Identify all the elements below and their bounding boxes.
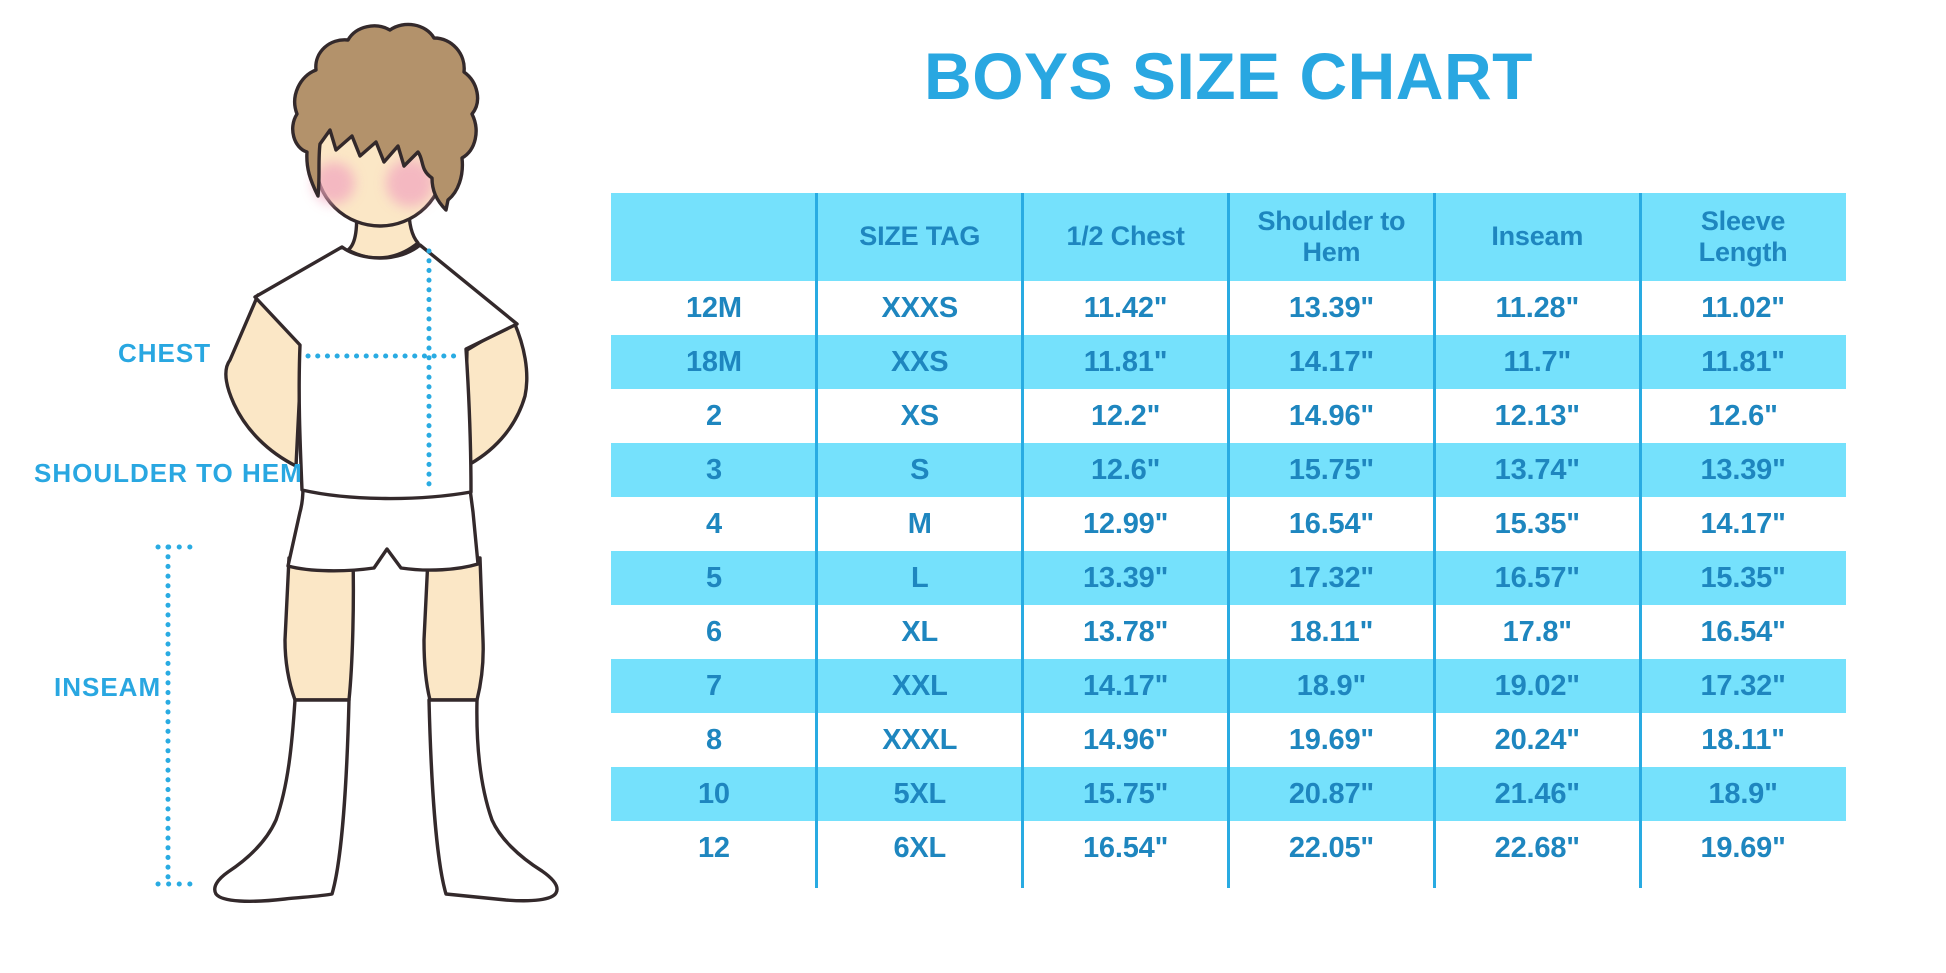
table-cell: 12.2" (1090, 399, 1161, 432)
table-cell: 11.28" (1495, 291, 1579, 324)
column-divider-4 (1432, 193, 1436, 888)
table-cell: 13.39" (1700, 453, 1786, 486)
table-cell: XL (901, 615, 939, 648)
table-cell: 16.54" (1083, 831, 1169, 864)
table-cell: 3 (705, 453, 722, 486)
left-leg (283, 556, 356, 702)
table-row-2: 2 XS 12.2" 14.96" 12.13" 12.6" (611, 389, 1846, 443)
label-inseam: INSEAM (54, 672, 162, 702)
table-cell: 22.68" (1494, 831, 1580, 864)
column-header-5: Sleeve Length (1698, 205, 1788, 267)
table-cell: XXL (891, 669, 948, 702)
table-cell: 12.6" (1090, 453, 1161, 486)
table-cell: XS (900, 399, 939, 432)
table-cell: 12M (686, 291, 742, 324)
table-cell: 5XL (893, 777, 947, 810)
table-cell: 20.24" (1494, 723, 1580, 756)
column-header-1: SIZE TAG (859, 221, 981, 252)
shorts (286, 485, 480, 573)
right-leg (422, 556, 485, 702)
table-row-6: 6 XL 13.78" 18.11" 17.8" 16.54" (611, 605, 1846, 659)
column-divider-1 (815, 193, 819, 888)
left-sock (213, 698, 351, 903)
table-cell: 12.99" (1083, 507, 1169, 540)
table-cell: 20.87" (1288, 777, 1374, 810)
label-shoulder-to-hem: SHOULDER TO HEM (34, 458, 303, 488)
table-cell: M (907, 507, 932, 540)
table-cell: 12.6" (1708, 399, 1778, 432)
table-cell: 13.39" (1083, 561, 1169, 594)
table-cell: 13.74" (1494, 453, 1580, 486)
right-sock (427, 698, 559, 903)
table-cell: 7 (705, 669, 722, 702)
table-cell: 21.46" (1494, 777, 1580, 810)
table-cell: 4 (705, 507, 722, 540)
table-cell: 13.39" (1288, 291, 1374, 324)
table-cell: L (910, 561, 929, 594)
column-header-3: Shoulder to Hem (1257, 205, 1406, 267)
table-cell: 11.81" (1083, 345, 1168, 378)
table-cell: 11.7" (1503, 345, 1572, 378)
right-cheek (386, 159, 434, 207)
size-table: SIZE TAG 1/2 Chest Shoulder to Hem Inseam Sl… (611, 193, 1846, 888)
table-cell: 15.35" (1700, 561, 1786, 594)
column-header-0 (611, 193, 817, 281)
table-cell: 19.02" (1494, 669, 1580, 702)
column-header-2: 1/2 Chest (1066, 221, 1185, 252)
table-cell: 10 (697, 777, 730, 810)
table-cell: 2 (705, 399, 722, 432)
table-cell: 16.54" (1288, 507, 1374, 540)
table-cell: XXXS (881, 291, 959, 324)
table-cell: S (910, 453, 930, 486)
table-cell: 18.9" (1296, 669, 1366, 702)
table-cell: 14.17" (1700, 507, 1786, 540)
table-cell: 15.75" (1288, 453, 1374, 486)
table-cell: 11.42" (1083, 291, 1168, 324)
table-cell: 19.69" (1288, 723, 1374, 756)
page-title: BOYS SIZE CHART (924, 39, 1533, 113)
table-row-0: 12M XXXS 11.42" 13.39" 11.28" 11.02" (611, 281, 1846, 335)
hair (291, 22, 480, 212)
table-cell: 14.96" (1288, 399, 1374, 432)
column-header-4: Inseam (1491, 221, 1584, 252)
table-cell: 17.32" (1288, 561, 1374, 594)
table-cell: 22.05" (1288, 831, 1374, 864)
left-cheek (313, 162, 355, 204)
table-cell: 14.96" (1083, 723, 1169, 756)
table-cell: 6XL (893, 831, 947, 864)
table-cell: 12.13" (1494, 399, 1580, 432)
table-cell: 8 (705, 723, 722, 756)
t-shirt (253, 243, 519, 501)
table-row-4: 4 M 12.99" 16.54" 15.35" 14.17" (611, 497, 1846, 551)
table-row-8: 8 XXXL 14.96" 19.69" 20.24" 18.11" (611, 713, 1846, 767)
table-cell: 5 (705, 561, 722, 594)
table-cell: 12 (697, 831, 730, 864)
table-cell: 11.81" (1701, 345, 1785, 378)
column-divider-5 (1638, 193, 1642, 888)
table-cell: 18.11" (1289, 615, 1374, 648)
table-cell: 18.9" (1708, 777, 1778, 810)
table-cell: 14.17" (1288, 345, 1374, 378)
table-cell: 16.54" (1700, 615, 1786, 648)
table-cell: 17.32" (1700, 669, 1786, 702)
table-cell: 18M (686, 345, 742, 378)
column-divider-3 (1227, 193, 1230, 888)
table-cell: 14.17" (1083, 669, 1169, 702)
table-cell: XXXL (882, 723, 958, 756)
table-cell: 6 (705, 615, 722, 648)
boy-figure-illustration (155, 22, 559, 903)
table-cell: 13.78" (1083, 615, 1169, 648)
table-cell: 19.69" (1700, 831, 1786, 864)
table-cell: 18.11" (1701, 723, 1785, 756)
table-cell: 15.35" (1494, 507, 1580, 540)
table-cell: XXS (891, 345, 949, 378)
column-divider-2 (1021, 193, 1025, 888)
table-cell: 17.8" (1502, 615, 1572, 648)
table-cell: 15.75" (1083, 777, 1169, 810)
label-chest: CHEST (118, 338, 212, 368)
table-cell: 11.02" (1701, 291, 1785, 324)
table-cell: 16.57" (1494, 561, 1580, 594)
table-row-10: 12 6XL 16.54" 22.05" 22.68" 19.69" (611, 821, 1846, 875)
